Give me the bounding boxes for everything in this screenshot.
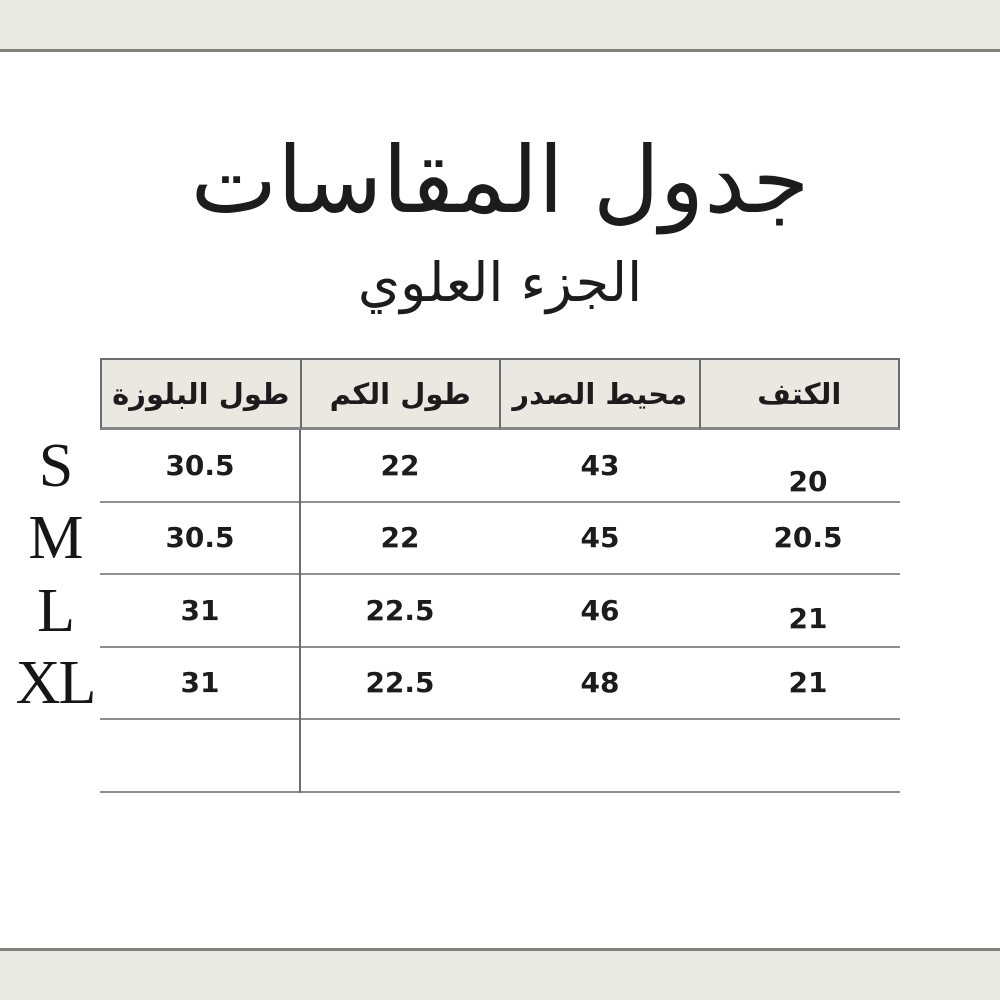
- cell-l-chest: 46: [580, 593, 620, 627]
- cell-l-sleeve-length: 22.5: [365, 593, 435, 627]
- size-table: طول البلوزة طول الكم محيط الصدر الكتف 30…: [100, 358, 900, 793]
- cell-l-blouse-length: 31: [180, 593, 220, 627]
- column-divider-line: [299, 430, 301, 793]
- cell-s-shoulder: 20: [788, 464, 828, 498]
- table-row-s: 30.5 22 43 20: [100, 430, 900, 503]
- cell-m-blouse-length: 30.5: [165, 521, 235, 555]
- table-header-row: طول البلوزة طول الكم محيط الصدر الكتف: [100, 358, 900, 430]
- cell-s-sleeve-length: 22: [380, 448, 420, 482]
- cell-empty-2: [300, 720, 500, 791]
- size-label-xl: XL: [15, 648, 97, 717]
- table-row-l: 31 22.5 46 21: [100, 575, 900, 648]
- header-sleeve-length: طول الكم: [301, 358, 501, 430]
- cell-xl-shoulder: 21: [788, 666, 828, 700]
- header-chest-circumference: محيط الصدر: [501, 358, 701, 430]
- cell-m-sleeve-length: 22: [380, 521, 420, 555]
- cell-empty-3: [500, 720, 700, 791]
- cell-xl-chest: 48: [580, 666, 620, 700]
- size-label-s: S: [38, 431, 73, 500]
- cell-m-shoulder: 20.5: [773, 521, 843, 555]
- cell-m-chest: 45: [580, 521, 620, 555]
- table-row-xl: 31 22.5 48 21: [100, 648, 900, 720]
- cell-xl-blouse-length: 31: [180, 666, 220, 700]
- cell-empty-1: [100, 720, 300, 791]
- header-blouse-length: طول البلوزة: [100, 358, 302, 430]
- cell-xl-sleeve-length: 22.5: [365, 666, 435, 700]
- size-label-l: L: [37, 576, 75, 645]
- top-band: [0, 0, 1000, 52]
- size-label-m: M: [28, 503, 83, 572]
- table-row-empty: [100, 720, 900, 793]
- page-title: جدول المقاسات: [190, 127, 810, 234]
- cell-s-blouse-length: 30.5: [165, 448, 235, 482]
- cell-empty-4: [700, 720, 900, 791]
- header-shoulder: الكتف: [700, 358, 900, 430]
- bottom-band: [0, 948, 1000, 1000]
- page-subtitle: الجزء العلوي: [357, 251, 643, 314]
- cell-s-chest: 43: [580, 448, 620, 482]
- table-row-m: 30.5 22 45 20.5: [100, 503, 900, 575]
- cell-l-shoulder: 21: [788, 601, 828, 635]
